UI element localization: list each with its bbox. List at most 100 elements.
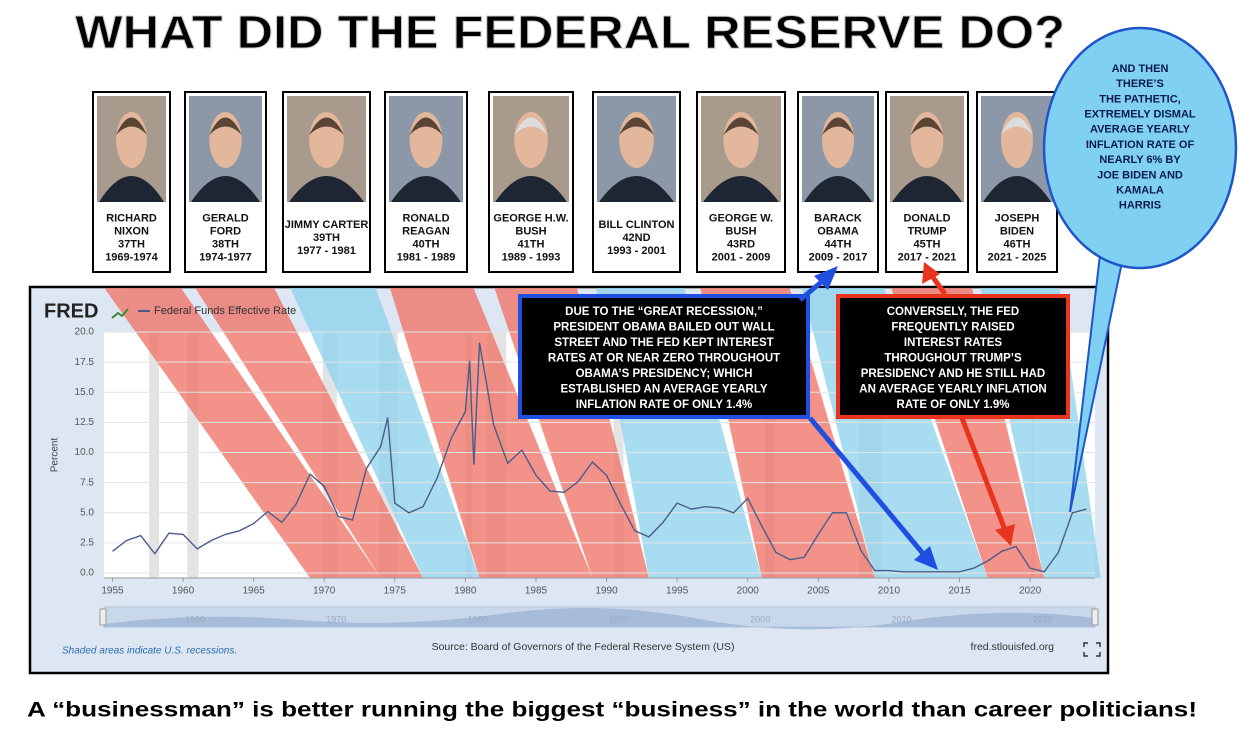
arrows (798, 262, 1015, 570)
recession-band (613, 332, 624, 578)
callout-line: STREET AND THE FED KEPT INTEREST (554, 337, 773, 349)
card-text: JIMMY CARTER (285, 219, 369, 231)
card-text: BIDEN (1000, 225, 1034, 237)
y-tick-label: 7.5 (80, 477, 94, 488)
card-text: 44TH (825, 238, 852, 250)
card-text: DONALD (903, 212, 950, 224)
navigator-area (104, 608, 1095, 630)
callout-line: ESTABLISHED AN AVERAGE YEARLY (560, 384, 767, 396)
arrow-head (922, 262, 940, 284)
x-tick-label: 2010 (878, 586, 901, 597)
bubble-text: AND THEN THERE’S THE PATHETIC, EXTREMELY DI… (1084, 63, 1196, 212)
arrow (929, 274, 948, 296)
source: Source: Board of Governors of the Federa… (432, 641, 735, 653)
x-tick-label: 1985 (525, 586, 548, 597)
card-text: BUSH (725, 225, 756, 237)
fred-logo: FRED (44, 300, 98, 322)
callout-line: INTEREST RATES (904, 337, 1003, 349)
portrait-shoulders (599, 176, 674, 202)
card-text: TRUMP (907, 225, 946, 237)
navigator-label: 2000 (750, 614, 770, 624)
obama-callout-box (518, 294, 810, 419)
card-text: RICHARD (106, 212, 157, 224)
card-text: BARACK (814, 212, 862, 224)
term-band (104, 288, 381, 578)
card-text: GERALD (202, 212, 249, 224)
recession-note: Shaded areas indicate U.S. recessions. (62, 646, 237, 657)
navigator-label: 2020 (1033, 614, 1053, 624)
card-text: 2001 - 2009 (712, 251, 771, 263)
recession-band (149, 332, 160, 578)
card-text: 1974-1977 (199, 251, 252, 263)
portrait-shoulders (495, 176, 567, 202)
y-axis-label: Percent (50, 438, 61, 473)
portrait-hair (910, 117, 944, 135)
fullscreen-icon[interactable] (1083, 642, 1101, 657)
x-tick-label: 1975 (384, 586, 407, 597)
callout-line: CONVERSELY, THE FED (887, 306, 1020, 318)
term-band (195, 288, 424, 578)
x-tick-label: 2005 (807, 586, 830, 597)
bubble-line: KAMALA (1116, 185, 1164, 197)
callout-line: RATES AT OR NEAR ZERO THROUGHOUT (548, 353, 780, 365)
y-tick-label: 10.0 (75, 447, 95, 458)
portrait-shoulders (289, 176, 364, 202)
portrait-shoulders (391, 176, 461, 202)
site: fred.stlouisfed.org (971, 641, 1055, 653)
portrait-shoulders (99, 176, 164, 202)
navigator-handle[interactable] (99, 608, 107, 626)
card-text: BUSH (515, 225, 546, 237)
card-text: 38TH (212, 238, 239, 250)
navigator-label: 2010 (891, 614, 911, 624)
bubble-line: HARRIS (1119, 200, 1161, 212)
x-tick-label: 1970 (313, 586, 336, 597)
bubble-line: INFLATION RATE OF (1086, 139, 1195, 151)
portrait-hair (514, 117, 548, 135)
recession-band (187, 332, 199, 578)
portrait-shoulders (892, 176, 962, 202)
bubble-line: NEARLY 6% BY (1099, 154, 1181, 166)
navigator-labels: 1960 1970 1980 1990 2000 2010 2020 (185, 614, 1053, 624)
card-text: BILL CLINTON (599, 219, 675, 231)
navigator-handle[interactable] (1091, 608, 1099, 626)
y-tick-label: 0.0 (80, 568, 94, 579)
arrow (959, 417, 1008, 531)
bubble-line: AVERAGE YEARLY (1090, 124, 1191, 136)
card-text: 1989 - 1993 (502, 251, 561, 263)
y-tick-label: 12.5 (75, 417, 95, 428)
portrait-hair (209, 117, 242, 135)
portrait-shoulders (703, 176, 779, 202)
x-tick-label: 1955 (101, 586, 124, 597)
callout-line: INFLATION RATE OF ONLY 1.4% (576, 399, 753, 411)
card-text: 39TH (313, 232, 340, 244)
axes: 0.0 2.5 5.0 7.5 10.0 12.5 15.0 17.5 20.0 1955 1960… (75, 327, 1095, 597)
x-tick-label: 2000 (737, 586, 760, 597)
bubble-line: EXTREMELY DISMAL (1084, 109, 1196, 121)
card-text: 41TH (518, 238, 545, 250)
card-text: REAGAN (402, 225, 450, 237)
portrait-hair (822, 117, 854, 135)
term-band (290, 288, 480, 578)
portrait-shoulders (804, 176, 872, 202)
card-text: GEORGE W. (709, 212, 773, 224)
callout-line: OBAMA’S PRESIDENCY; WHICH (576, 368, 753, 380)
card-text: 2009 - 2017 (809, 251, 868, 263)
arrow-head (814, 266, 838, 290)
card-text: RONALD (402, 212, 449, 224)
callout-line: FREQUENTLY RAISED (891, 322, 1014, 334)
bubble-line: JOE BIDEN AND (1097, 169, 1183, 181)
portrait-hair (409, 117, 443, 135)
card-text: 1969-1974 (105, 251, 158, 263)
bubble-line: AND THEN (1112, 63, 1169, 75)
card-text: 1993 - 2001 (607, 245, 666, 257)
series-line (112, 342, 1087, 573)
navigator-label: 1960 (185, 614, 205, 624)
card-text: 46TH (1004, 238, 1031, 250)
series (112, 342, 1087, 573)
card-text: 37TH (118, 238, 145, 250)
card-text: 42ND (622, 232, 650, 244)
portrait-shoulders (983, 176, 1051, 202)
term-band (389, 288, 593, 578)
navigator-label: 1970 (326, 614, 346, 624)
